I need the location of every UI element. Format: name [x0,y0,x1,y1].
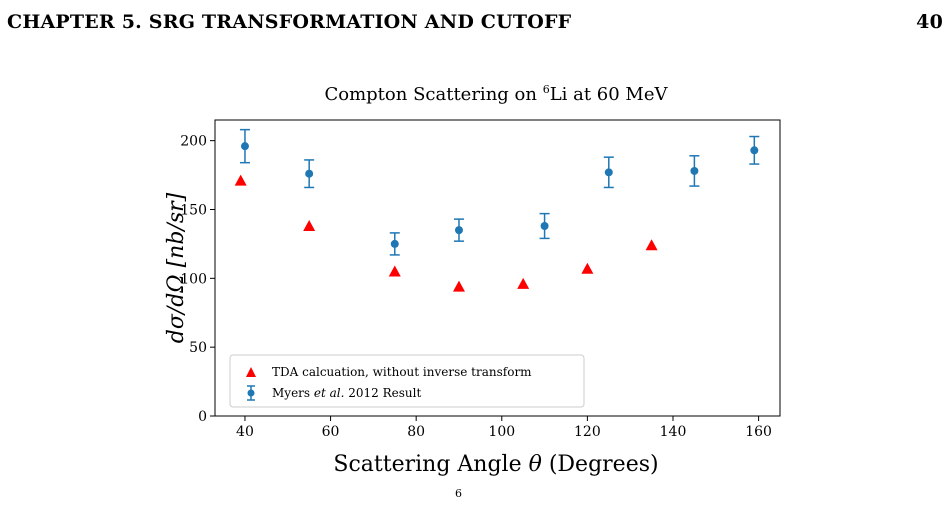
x-tick-label: 160 [745,424,772,440]
myers-point [240,142,249,151]
x-tick-label: 80 [407,424,425,440]
y-tick-label: 100 [180,271,207,287]
myers-point [690,166,699,175]
tda-point [303,220,316,232]
axis-ticks-layer: 40 60 80 100 120 140 160 0 50 100 150 200 [180,134,772,440]
myers-point [604,168,613,177]
x-tick-label: 100 [488,424,515,440]
legend-label-tda: TDA calcuation, without inverse transfor… [272,365,532,379]
tda-point [581,262,594,274]
tda-point [452,280,465,292]
myers-point [750,146,759,155]
x-axis-label: Scattering Angle θ (Degrees) [333,452,658,477]
x-tick-label: 140 [660,424,687,440]
y-tick-label: 0 [198,409,207,425]
myers-point [540,222,549,231]
legend-marker-myers [247,389,255,397]
chart-title: Compton Scattering on 6Li at 60 MeV [324,83,668,105]
data-layer [234,128,760,292]
legend-label-myers: Myers et al. 2012 Result [272,386,421,400]
legend-box [229,354,585,408]
legend-marker-tda [246,367,256,377]
legend: TDA calcuation, without inverse transfor… [229,354,585,408]
caption-superscript-fragment: 6 [455,487,462,500]
y-axis-label: dσ/dΩ [nb/sr] [164,192,189,343]
x-tick-label: 120 [574,424,601,440]
myers-point [454,226,463,235]
tda-point [645,239,658,251]
plot-frame [214,119,781,417]
chapter-title: CHAPTER 5. SRG TRANSFORMATION AND CUTOFF [7,11,572,33]
y-tick-label: 50 [189,340,207,356]
running-header: CHAPTER 5. SRG TRANSFORMATION AND CUTOFF… [7,10,943,34]
x-tick-label: 40 [236,424,254,440]
myers-point [390,239,399,248]
page-number: 40 [916,11,943,33]
tda-point [234,174,247,186]
y-tick-label: 150 [180,202,207,218]
tda-point [517,277,530,289]
tda-point [388,265,401,277]
y-tick-label: 200 [180,134,207,150]
x-tick-label: 60 [322,424,340,440]
myers-point [305,169,314,178]
